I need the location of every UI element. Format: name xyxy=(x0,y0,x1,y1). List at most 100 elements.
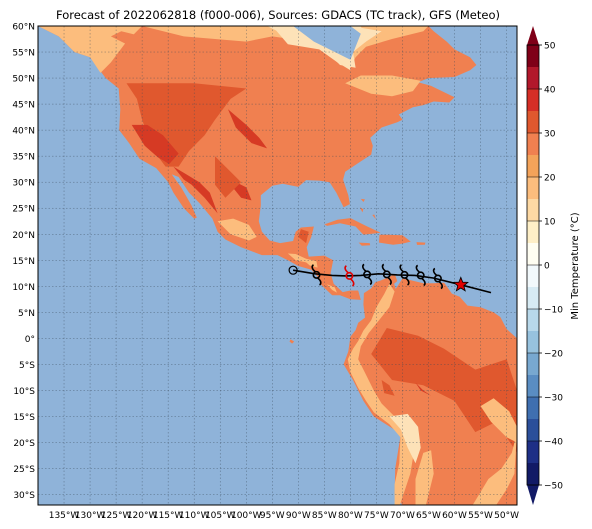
tropical-storm-symbol xyxy=(362,263,373,286)
forecast-end-marker xyxy=(288,265,298,275)
colorbar-band xyxy=(527,155,539,178)
colorbar-tick-label: 10 xyxy=(544,218,556,228)
storm-symbol-lower-arm xyxy=(387,276,392,286)
boreal-warm-zone xyxy=(110,31,351,81)
southern-brazil-mild xyxy=(472,432,517,505)
storm-symbol-upper-arm xyxy=(381,263,387,273)
quebec-mild xyxy=(345,75,421,97)
storm-symbol-lower-arm xyxy=(316,277,322,286)
argentine-andes-mild xyxy=(415,450,434,505)
colorbar-band xyxy=(527,89,539,112)
longitude-tick-label: 65°W xyxy=(416,511,441,521)
latitude-tick-label: 10°N xyxy=(12,283,35,293)
latitude-tick-label: 25°N xyxy=(12,205,35,215)
storm-symbol-lower-arm xyxy=(438,280,443,290)
latitude-tick-label: 25°S xyxy=(13,465,35,475)
ucayali-hot xyxy=(381,380,395,396)
storm-symbol-upper-arm xyxy=(344,265,349,274)
colorbar-tick-label: −40 xyxy=(544,438,563,448)
andes-mild-zone xyxy=(347,283,413,505)
jamaica-land xyxy=(358,242,371,246)
tropical-storm-symbol xyxy=(344,265,355,287)
colorbar-tick-label: −10 xyxy=(544,306,563,316)
colorbar-band xyxy=(527,133,539,156)
map-panel: 60°N 55°N 50°N 45°N 40°N 35°N 30°N 25°N 20°N 15°N… xyxy=(12,23,519,522)
storm-symbol-upper-arm xyxy=(399,264,405,273)
tropical-storm-symbol xyxy=(415,264,426,287)
hudson-bay-water xyxy=(293,26,361,60)
storm-symbol-upper-arm xyxy=(415,264,421,274)
colorbar-band xyxy=(527,331,539,354)
storm-symbol-eye xyxy=(400,270,409,279)
storm-symbol-upper-arm xyxy=(362,263,367,273)
colorbar-band xyxy=(527,177,539,200)
altiplano-cool-zone xyxy=(389,413,421,464)
current-position-star xyxy=(452,276,469,292)
latitude-tick-label: 30°N xyxy=(12,179,35,189)
colorbar-band xyxy=(527,441,539,464)
longitude-axis-labels: 135°W130°W125°W120°W115°W110°W105°W100°W… xyxy=(49,511,519,521)
storm-symbol-lower-arm xyxy=(404,277,410,286)
storm-symbol-upper-arm xyxy=(432,267,438,277)
colorbar-band xyxy=(527,67,539,90)
storm-symbol-lower-arm xyxy=(367,276,373,286)
longitude-tick-label: 130°W xyxy=(75,511,106,521)
latitude-tick-label: 20°S xyxy=(13,439,35,449)
colorbar-label: Min Temperature (°C) xyxy=(570,212,581,319)
latitude-tick-label: 0° xyxy=(25,335,35,345)
tropical-storm-symbol xyxy=(311,264,322,286)
tc-track xyxy=(288,263,492,294)
colorbar-band xyxy=(527,111,539,134)
longitude-tick-label: 105°W xyxy=(205,511,236,521)
storm-symbol-lower-arm xyxy=(421,277,426,287)
latitude-tick-label: 55°N xyxy=(12,49,35,59)
colorbar-min-extend-arrow xyxy=(527,485,539,505)
colorbar-tick-label: 20 xyxy=(544,174,556,184)
central-america-highlands xyxy=(287,253,318,268)
longitude-tick-label: 95°W xyxy=(260,511,285,521)
tropical-storm-symbol xyxy=(381,263,392,286)
great-basin-hotter xyxy=(131,124,179,164)
colorbar-band xyxy=(527,309,539,332)
colorbar-band xyxy=(527,243,539,266)
colorbar-band xyxy=(527,353,539,376)
longitude-tick-label: 100°W xyxy=(231,511,262,521)
colorbar-bands xyxy=(527,45,539,486)
puerto-rico-land xyxy=(416,242,426,245)
longitude-tick-label: 55°W xyxy=(468,511,493,521)
latitude-tick-label: 15°N xyxy=(12,257,35,267)
longitude-tick-label: 85°W xyxy=(312,511,337,521)
yucatan-hot xyxy=(298,229,309,244)
colorbar-band xyxy=(527,419,539,442)
colorbar-tick-label: 40 xyxy=(544,86,556,96)
brazil-plateau-mild xyxy=(480,398,517,443)
hispaniola-land xyxy=(379,234,411,245)
tropical-storm-symbol xyxy=(399,264,410,286)
bahamas-land-2 xyxy=(359,207,364,213)
longitude-tick-label: 125°W xyxy=(101,511,132,521)
mexican-highlands-mild xyxy=(217,218,257,241)
longitude-tick-label: 70°W xyxy=(390,511,415,521)
colorbar-tick-label: −50 xyxy=(544,482,563,492)
storm-symbol-eye xyxy=(363,270,372,279)
colorbar-tick-label: 0 xyxy=(544,262,550,272)
storm-symbol-eye xyxy=(382,270,391,279)
track-line xyxy=(292,269,492,294)
colorbar-tick-label: 50 xyxy=(544,42,556,52)
colorbar-band xyxy=(527,397,539,420)
latitude-tick-label: 50°N xyxy=(12,75,35,85)
storm-symbol-eye xyxy=(345,271,354,280)
latitude-tick-label: 30°S xyxy=(13,491,35,501)
longitude-tick-label: 50°W xyxy=(494,511,519,521)
longitude-tick-label: 60°W xyxy=(442,511,467,521)
galapagos-land xyxy=(289,339,295,344)
latitude-tick-label: 10°S xyxy=(13,387,35,397)
longitude-tick-label: 120°W xyxy=(127,511,158,521)
longitude-tick-label: 75°W xyxy=(364,511,389,521)
latitude-tick-label: 45°N xyxy=(12,101,35,111)
latitude-tick-label: 15°S xyxy=(13,413,35,423)
longitude-tick-label: 90°W xyxy=(286,511,311,521)
map-frame xyxy=(37,25,518,506)
longitude-tick-label: 135°W xyxy=(49,511,80,521)
